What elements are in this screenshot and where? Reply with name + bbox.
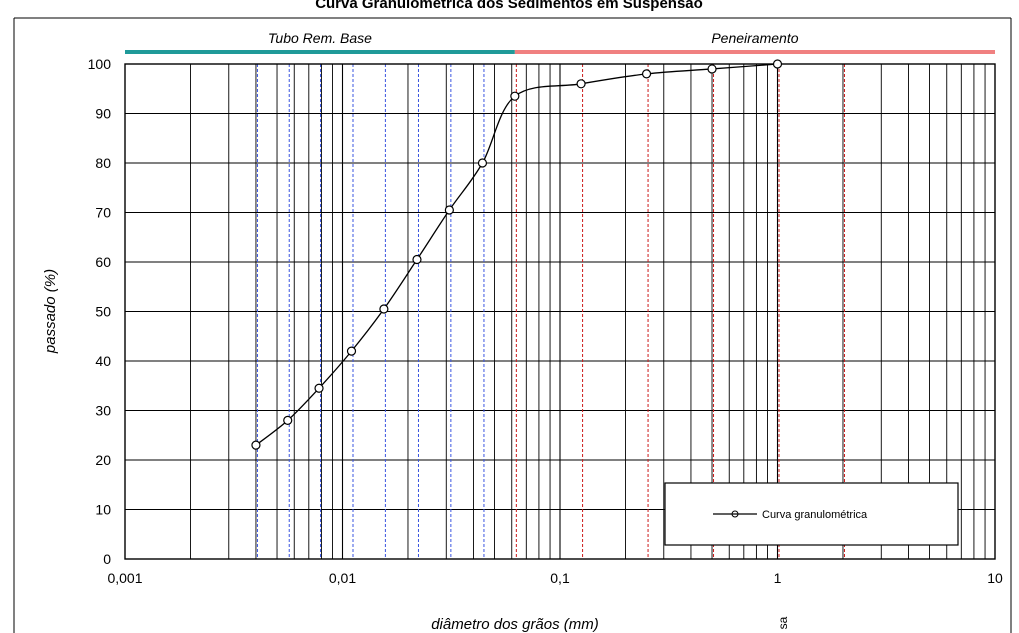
- range-label: Tubo Rem. Base: [268, 30, 372, 46]
- data-point: [772, 59, 783, 69]
- x-axis-label: diâmetro dos grãos (mm): [431, 616, 599, 633]
- data-point: [379, 304, 389, 314]
- data-point: [412, 254, 422, 265]
- x-tick-label: 1: [774, 570, 782, 586]
- y-tick-label: 90: [95, 106, 111, 122]
- y-axis-label: passado (%): [42, 269, 59, 354]
- y-tick-label: 10: [95, 502, 111, 518]
- legend-marker-swatch: [731, 510, 739, 518]
- y-tick-label: 20: [95, 452, 111, 468]
- x-tick-label: 0,01: [329, 570, 356, 586]
- data-point: [283, 415, 293, 425]
- data-point: [510, 91, 520, 101]
- x-tick-labels: 0,001 0,01 0,1 1 10: [107, 570, 1003, 586]
- data-point: [707, 64, 717, 74]
- y-tick-label: 0: [103, 551, 111, 567]
- data-point: [251, 440, 261, 450]
- data-point: [314, 383, 324, 393]
- y-tick-label: 60: [95, 254, 111, 270]
- grid-lines: [125, 64, 995, 559]
- y-tick-label: 30: [95, 403, 111, 419]
- legend-entry-label: Curva granulométrica: [762, 509, 868, 521]
- legend: Curva granulométrica: [664, 482, 959, 546]
- range-label: Peneiramento: [711, 30, 798, 46]
- x-tick-label: 0,1: [550, 570, 570, 586]
- y-tick-label: 70: [95, 205, 111, 221]
- x-tick-label: 0,001: [107, 570, 142, 586]
- y-tick-label: 40: [95, 353, 111, 369]
- legend-box: [664, 482, 959, 546]
- y-tick-label: 50: [95, 304, 111, 320]
- series-layer: [251, 59, 783, 450]
- stray-label: sa: [776, 616, 790, 629]
- range-bars: Tubo Rem. Base Peneiramento: [125, 30, 995, 54]
- plot-frame: [124, 63, 996, 560]
- data-point: [641, 69, 652, 79]
- data-point: [346, 346, 357, 356]
- data-point: [444, 205, 454, 215]
- data-point: [576, 79, 586, 89]
- x-tick-label: 10: [987, 570, 1003, 586]
- y-tick-label: 100: [88, 56, 112, 72]
- y-tick-labels: 0 10 20 30 40 50 60 70 80 90 100: [88, 56, 112, 567]
- data-point: [477, 158, 488, 168]
- y-tick-label: 80: [95, 155, 111, 171]
- plot-frame-box: [124, 63, 996, 560]
- chart-title: Curva Granulométrica dos Sedimentos em S…: [315, 0, 703, 12]
